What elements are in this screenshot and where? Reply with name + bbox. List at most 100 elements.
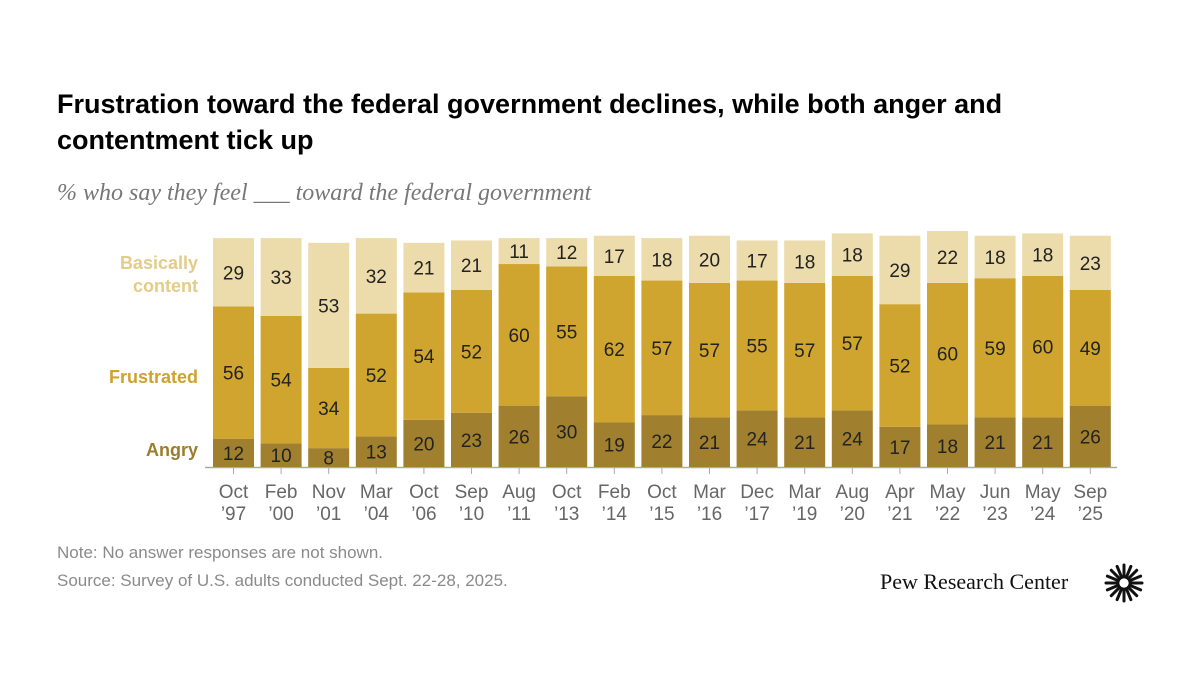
bar-segment-angry: [831, 410, 873, 467]
x-tick-label: ’17: [744, 504, 769, 525]
data-label: 18: [985, 248, 1006, 269]
bar-segment-frustrated: [1022, 275, 1064, 418]
bar-segment-basically-content: [546, 238, 588, 267]
bar-segment-basically-content: [831, 233, 873, 276]
bar-segment-basically-content: [260, 238, 302, 316]
bar-segment-frustrated: [879, 304, 921, 427]
bar-segment-basically-content: [784, 240, 826, 283]
x-tick-label: ’11: [507, 504, 531, 525]
bar-segment-angry: [260, 443, 302, 467]
data-label: 18: [1032, 246, 1053, 267]
x-tick-label: ’24: [1030, 504, 1056, 525]
data-label: 33: [271, 268, 292, 289]
x-tick-label: Dec: [740, 482, 774, 503]
data-label: 24: [842, 430, 864, 451]
x-tick-label: ’06: [411, 504, 436, 525]
bar-segment-basically-content: [403, 242, 445, 293]
x-tick-label: ’21: [887, 504, 912, 525]
bar-segment-basically-content: [927, 231, 968, 283]
series-label-content-line2: content: [133, 276, 198, 296]
series-label-angry: Angry: [145, 440, 198, 460]
x-tick-label: ’00: [268, 504, 293, 525]
x-tick-label: ’01: [316, 504, 341, 525]
data-label: 54: [413, 347, 435, 368]
bar-segment-angry: [784, 417, 826, 467]
x-tick-label: Mar: [693, 482, 726, 503]
bar-segment-frustrated: [260, 315, 302, 444]
x-tick-label: Apr: [885, 482, 915, 503]
x-tick-label: Nov: [312, 482, 346, 503]
x-tick-label: ’13: [554, 504, 579, 525]
data-label: 10: [271, 446, 292, 467]
x-tick-label: Aug: [835, 482, 869, 503]
bar-segment-frustrated: [213, 306, 254, 439]
bar-segment-frustrated: [927, 282, 968, 425]
data-label: 29: [223, 263, 244, 284]
x-tick-label: ’97: [221, 504, 246, 525]
data-label: 12: [556, 243, 577, 264]
data-label: 53: [318, 296, 339, 317]
x-tick-label: Oct: [647, 482, 677, 503]
data-label: 18: [651, 250, 672, 271]
x-tick-label: May: [1025, 482, 1061, 503]
bar-segment-frustrated: [355, 313, 397, 437]
data-label: 21: [413, 259, 434, 280]
bar-segment-angry: [641, 415, 683, 467]
data-label: 22: [651, 432, 672, 453]
bar-segment-angry: [403, 419, 445, 467]
data-label: 17: [889, 438, 910, 459]
series-label-content-line1: Basically: [119, 253, 198, 273]
bar-segment-frustrated: [451, 290, 492, 413]
x-tick-label: Jun: [980, 482, 1011, 503]
x-tick-label: Aug: [502, 482, 536, 503]
x-tick-label: Oct: [409, 482, 439, 503]
bar-segment-basically-content: [879, 235, 921, 305]
x-tick-label: ’10: [459, 504, 484, 525]
bar-segment-angry: [736, 410, 778, 467]
bar-segment-basically-content: [736, 240, 778, 281]
data-label: 32: [366, 267, 387, 288]
bar-segment-angry: [927, 424, 968, 467]
data-label: 18: [937, 437, 958, 458]
data-label: 20: [413, 434, 434, 455]
bar-segment-angry: [213, 438, 254, 467]
note: Note: No answer responses are not shown.: [57, 543, 384, 562]
data-label: 24: [747, 430, 769, 451]
data-label: 57: [794, 341, 815, 362]
bar-segment-basically-content: [308, 242, 350, 368]
bar-segment-frustrated: [689, 282, 730, 418]
data-label: 60: [1032, 338, 1053, 359]
data-label: 17: [747, 252, 768, 273]
data-label: 19: [604, 436, 625, 457]
data-label: 60: [937, 345, 958, 366]
bar-segment-basically-content: [689, 235, 730, 283]
data-label: 55: [556, 322, 577, 343]
bar-segment-angry: [498, 405, 540, 467]
series-label-frustrated: Frustrated: [108, 367, 198, 387]
bar-segment-frustrated: [593, 275, 635, 423]
data-label: 29: [889, 261, 910, 282]
bar-segment-basically-content: [974, 235, 1016, 279]
data-label: 13: [366, 443, 387, 464]
x-tick-label: ’04: [364, 504, 390, 525]
x-tick-label: Feb: [598, 482, 631, 503]
bar-segment-frustrated: [784, 282, 826, 418]
data-label: 26: [509, 427, 530, 448]
bar-segment-frustrated: [974, 278, 1016, 418]
bar-segment-frustrated: [641, 280, 683, 416]
bar-segment-basically-content: [1022, 233, 1064, 276]
data-label: 18: [794, 253, 815, 274]
x-tick-label: ’16: [697, 504, 722, 525]
data-label: 56: [223, 364, 244, 385]
x-tick-label: Sep: [455, 482, 489, 503]
data-label: 54: [271, 371, 293, 392]
x-tick-label: ’15: [649, 504, 674, 525]
x-tick-label: ’23: [982, 504, 1007, 525]
data-label: 20: [699, 250, 720, 271]
bar-segment-frustrated: [498, 264, 540, 406]
series-label-content: Basically content: [120, 252, 198, 298]
bar-segment-basically-content: [498, 238, 540, 265]
data-label: 11: [509, 242, 529, 263]
